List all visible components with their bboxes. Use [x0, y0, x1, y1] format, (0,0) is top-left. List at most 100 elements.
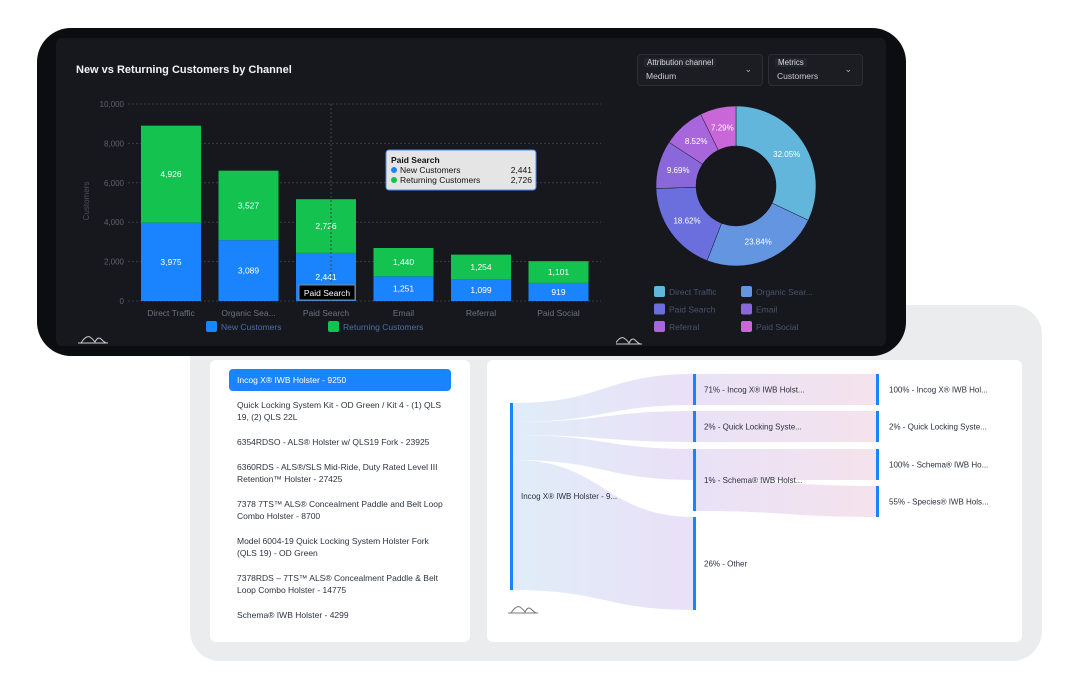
bar-new — [373, 276, 434, 301]
list-item[interactable]: Incog X® IWB Holster - 9250 — [229, 369, 451, 391]
list-item[interactable]: 6354RDSO - ALS® Holster w/ QLS19 Fork - … — [237, 437, 430, 447]
list-item[interactable]: Model 6004-19 Quick Locking System Holst… — [237, 536, 429, 558]
legend-swatch — [206, 321, 217, 332]
bar-new — [528, 282, 589, 301]
slice-label: 8.52% — [685, 137, 708, 146]
axis-tooltip — [298, 284, 356, 301]
list-item[interactable]: Schema® IWB Holster - 4299 — [237, 610, 349, 620]
list-item[interactable]: 7378RDS – 7TS™ ALS® Concealment Paddle &… — [237, 573, 438, 595]
pie-slice — [735, 105, 817, 221]
chevron-down-icon: ⌄ — [744, 64, 752, 74]
data-label: 1,099 — [470, 285, 492, 295]
list-item[interactable]: 7378 7TS™ ALS® Concealment Paddle and Be… — [237, 499, 443, 521]
legend-label: Paid Social — [756, 322, 799, 332]
select-value: Customers — [777, 71, 819, 81]
legend-swatch — [741, 321, 752, 332]
sankey-link — [513, 374, 695, 422]
pie-slice — [706, 202, 809, 267]
tooltip-row-label: New Customers — [400, 165, 460, 175]
attribution-channel-select[interactable]: Attribution channel Medium ⌄ — [637, 54, 763, 86]
chevron-down-icon: ⌄ — [844, 64, 852, 74]
data-label: 3,975 — [160, 257, 182, 267]
legend-label: Direct Traffic — [669, 287, 717, 297]
bar-new — [451, 279, 511, 301]
metrics-select[interactable]: Metrics Customers ⌄ — [768, 54, 863, 86]
sankey-node-label: 26% - Other — [704, 560, 747, 569]
y-tick-label: 0 — [120, 297, 125, 306]
bar-returning — [218, 170, 279, 241]
donut-chart: 32.05% 23.84% 18.62% 9.69% 8.52%7.29% Direct … — [616, 105, 817, 345]
brand-logo-icon — [508, 606, 538, 614]
product-list: Incog X® IWB Holster - 9250 Quick Locking… — [229, 369, 451, 634]
sankey-node — [693, 449, 696, 511]
product-list-panel — [210, 360, 470, 642]
slice-label: 23.84% — [745, 238, 772, 247]
data-label: 1,101 — [548, 267, 570, 277]
bar-returning — [451, 254, 511, 280]
list-item[interactable]: Quick Locking System Kit - OD Green / Ki… — [237, 400, 442, 422]
sankey-link — [513, 411, 695, 442]
tooltip-row-value: 2,441 — [511, 165, 533, 175]
legend-label: Returning Customers — [343, 322, 423, 332]
sankey-node — [693, 374, 696, 405]
pie-slice — [700, 105, 737, 151]
data-label: 2,726 — [315, 221, 337, 231]
x-tick-label: Paid Search — [303, 308, 350, 318]
x-tick-label: Paid Social — [537, 308, 580, 318]
brand-logo-icon — [616, 337, 642, 345]
tooltip — [385, 149, 537, 191]
tooltip-row-value: 2,726 — [511, 175, 533, 185]
bar-new — [218, 240, 279, 301]
data-label: 1,440 — [393, 257, 415, 267]
tooltip-dot — [391, 177, 397, 183]
sankey-node-label: Incog X® IWB Holster - 9... — [521, 492, 617, 501]
chart-title: New vs Returning Customers by Channel — [76, 64, 292, 76]
axis-tooltip-label: Paid Search — [304, 288, 351, 298]
sankey-link — [513, 435, 695, 480]
bar-returning — [141, 125, 201, 223]
sankey-node-label: 71% - Incog X® IWB Holst... — [704, 386, 805, 395]
sankey-link — [695, 449, 878, 480]
sankey-node — [876, 411, 879, 442]
bar-chart: 0 2,000 4,000 6,000 8,000 10,000 Customers 3,97… — [78, 100, 601, 344]
sankey-node-label: 1% - Schema® IWB Holst... — [704, 476, 802, 485]
legend-swatch — [741, 286, 752, 297]
y-tick-label: 8,000 — [104, 139, 125, 148]
sankey-panel: Incog X® IWB Holster - 9... 71% - Incog X… — [487, 360, 1022, 642]
y-tick-label: 4,000 — [104, 218, 125, 227]
legend-label: Referral — [669, 322, 699, 332]
sankey-node-label: 100% - Schema® IWB Ho... — [889, 461, 988, 470]
tooltip-dot — [391, 167, 397, 173]
x-tick-label: Organic Sea... — [221, 308, 275, 318]
sankey-node — [693, 517, 696, 610]
legend-label: Email — [756, 305, 777, 315]
list-item[interactable]: 6360RDS - ALS®/SLS Mid-Ride, Duty Rated … — [237, 462, 438, 484]
sankey-node-label: 2% - Quick Locking Syste... — [704, 423, 802, 432]
sankey-node — [510, 403, 513, 590]
x-tick-label: Referral — [466, 308, 496, 318]
slice-label: 7.29% — [711, 124, 734, 133]
legend-swatch — [741, 303, 752, 315]
tooltip-row-label: Returning Customers — [400, 175, 480, 185]
sankey-link — [513, 460, 695, 610]
bar-new — [141, 222, 201, 301]
sankey-node — [693, 411, 696, 442]
y-tick-label: 10,000 — [100, 100, 125, 109]
sankey-node — [876, 486, 879, 517]
bar-returning — [373, 247, 434, 277]
sankey-link — [695, 411, 878, 442]
slice-label: 32.05% — [773, 150, 800, 159]
sankey-node — [876, 374, 879, 405]
legend-swatch — [328, 321, 339, 332]
select-label: Metrics — [775, 58, 807, 67]
x-tick-label: Email — [393, 308, 414, 318]
legend-swatch — [654, 303, 665, 315]
data-label: 3,089 — [238, 266, 260, 276]
slice-label: 9.69% — [667, 166, 690, 175]
bar-returning — [296, 199, 356, 253]
sankey-link — [695, 374, 878, 405]
legend-label: New Customers — [221, 322, 281, 332]
bar-returning — [528, 261, 589, 283]
sankey-link — [695, 480, 878, 517]
y-axis-label: Customers — [82, 182, 91, 221]
